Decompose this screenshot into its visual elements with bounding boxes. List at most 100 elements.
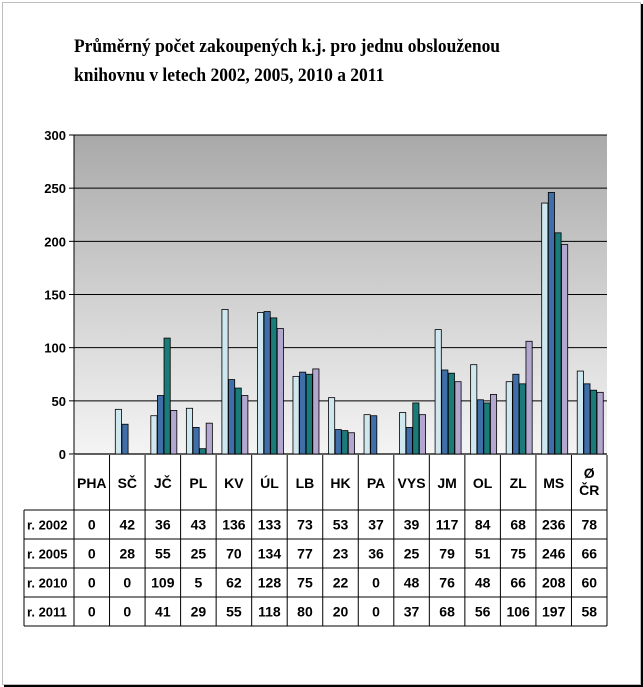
bar: [157, 395, 165, 455]
bar: [192, 427, 200, 455]
y-tick-label: 300: [44, 128, 66, 143]
data-label: 79: [439, 546, 455, 562]
category-label: ÚL: [260, 474, 279, 491]
chart-title-line-1: Průměrný počet zakoupených k.j. pro jedn…: [74, 36, 501, 57]
bar: [185, 407, 193, 455]
series-label: r. 2005: [27, 547, 68, 562]
bar: [270, 317, 278, 455]
data-label: 78: [581, 517, 597, 533]
bar: [454, 381, 462, 455]
bar: [363, 414, 371, 455]
data-label: 22: [333, 575, 349, 591]
data-label: 20: [333, 604, 349, 620]
bar: [590, 389, 598, 455]
bar: [241, 395, 249, 455]
data-label: 0: [123, 575, 131, 591]
data-label: 48: [404, 575, 420, 591]
bar: [114, 408, 122, 455]
data-label: 134: [258, 546, 282, 562]
data-label: 55: [155, 546, 171, 562]
data-table: PHA SČ JČ PL KV ÚL LB HK PA VYS JM OL ZL MS Ø ČR r. 2002…: [23, 455, 608, 627]
bar: [341, 430, 349, 455]
data-label: 23: [333, 546, 349, 562]
y-tick-label: 50: [52, 394, 66, 409]
bar: [370, 415, 378, 455]
data-label: 0: [123, 604, 131, 620]
bar: [121, 423, 129, 455]
data-label: 208: [542, 575, 566, 591]
bar: [257, 312, 265, 455]
chart-title: Průměrný počet zakoupených k.j. pro jedn…: [74, 32, 552, 90]
data-label: 68: [510, 517, 526, 533]
bar: [399, 412, 407, 455]
category-label: VYS: [398, 475, 426, 491]
bar: [441, 369, 449, 455]
data-label: 0: [88, 575, 96, 591]
data-label: 55: [226, 604, 242, 620]
bar: [234, 387, 242, 455]
data-label: 36: [155, 517, 171, 533]
bar: [418, 414, 426, 455]
y-tick-label: 0: [59, 447, 66, 462]
bar: [490, 394, 498, 455]
category-label: SČ: [118, 474, 137, 491]
y-tick-label: 200: [44, 234, 66, 249]
category-label: PL: [189, 475, 207, 491]
bar: [512, 373, 520, 455]
bar: [228, 379, 236, 455]
chart-title-line-2: knihovnu v letech 2002, 2005, 2010 a 201…: [74, 65, 385, 86]
data-label: 37: [404, 604, 420, 620]
series-label: r. 2010: [27, 576, 68, 591]
data-label: 80: [297, 604, 313, 620]
data-label: 56: [475, 604, 491, 620]
data-label: 25: [404, 546, 420, 562]
data-label: 62: [226, 575, 242, 591]
category-label: PA: [367, 475, 385, 491]
y-tick-label: 100: [44, 341, 66, 356]
bars: [114, 192, 604, 455]
bar: [447, 372, 455, 455]
bar: [328, 397, 336, 455]
category-label: MS: [543, 475, 564, 491]
data-label: 75: [510, 546, 526, 562]
data-label: 53: [333, 517, 349, 533]
data-label: 236: [542, 517, 566, 533]
y-tick-label: 250: [44, 181, 66, 196]
data-label: 29: [191, 604, 207, 620]
bar: [292, 375, 300, 455]
bar: [163, 337, 171, 455]
bar: [299, 371, 307, 455]
category-label: PHA: [77, 475, 107, 491]
bar: [541, 202, 549, 455]
data-label: 0: [372, 575, 380, 591]
data-label: 77: [297, 546, 313, 562]
data-label: 106: [506, 604, 530, 620]
data-label: 28: [120, 546, 136, 562]
data-label: 76: [439, 575, 455, 591]
bar: [347, 432, 355, 455]
category-label: HK: [330, 475, 350, 491]
data-label: 51: [475, 546, 491, 562]
bar: [305, 373, 313, 455]
data-label: 58: [581, 604, 597, 620]
bar: [221, 308, 229, 455]
data-label: 133: [258, 517, 282, 533]
y-axis: 300 250 200 150 100 50 0: [44, 128, 75, 462]
bar: [547, 192, 555, 455]
data-label: 68: [439, 604, 455, 620]
data-label: 128: [258, 575, 282, 591]
data-label: 117: [436, 517, 459, 533]
bar: [518, 383, 526, 455]
category-label: Ø ČR: [579, 465, 599, 498]
bar: [276, 328, 284, 455]
category-label: ZL: [510, 475, 528, 491]
bar: [312, 368, 320, 455]
bar: [205, 422, 213, 455]
data-label: 109: [151, 575, 175, 591]
data-label: 0: [88, 546, 96, 562]
category-label: JČ: [154, 474, 172, 491]
data-label: 42: [120, 517, 136, 533]
y-tick-label: 150: [44, 288, 66, 303]
data-label: 36: [368, 546, 384, 562]
